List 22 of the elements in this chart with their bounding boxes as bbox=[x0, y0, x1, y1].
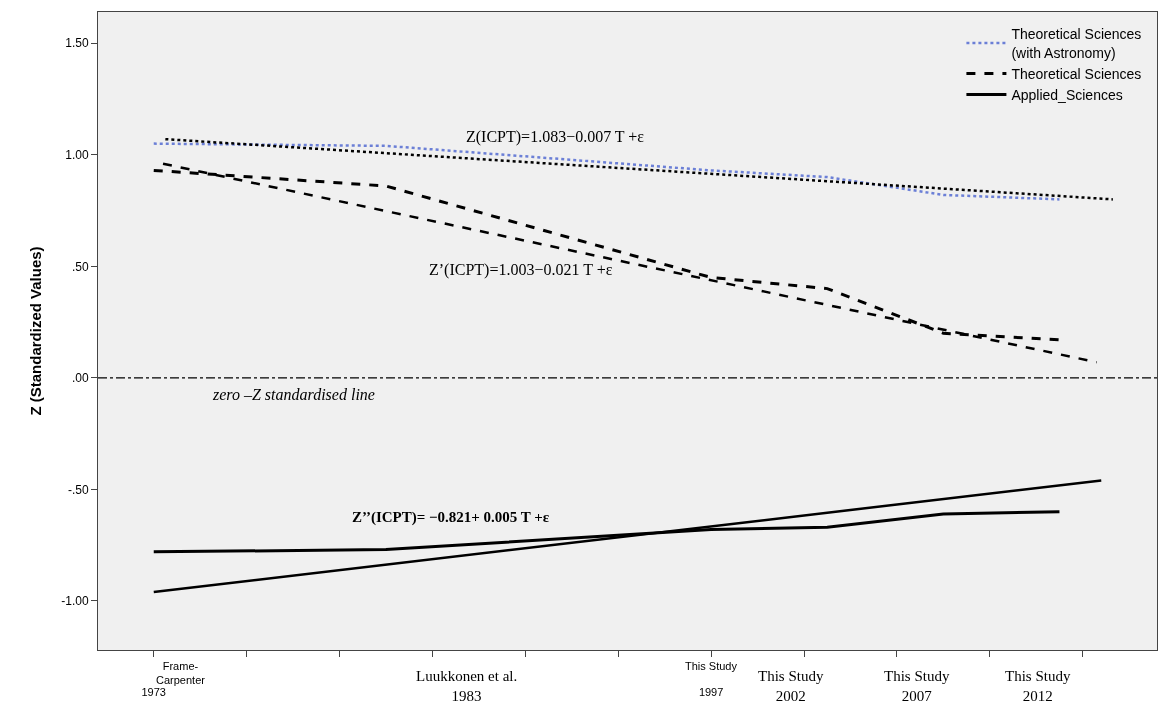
legend-label: Theoretical Sciences bbox=[1011, 65, 1142, 82]
annotation: Z(ICPT)=1.083−0.007 T +ε bbox=[466, 128, 645, 146]
y-tick-label: -1.00 bbox=[61, 594, 89, 609]
y-tick-label: 1.50 bbox=[65, 36, 89, 51]
y-tick-label: 1.00 bbox=[65, 147, 89, 162]
y-tick-label: -.50 bbox=[67, 482, 89, 497]
annotation: Z’(ICPT)=1.003−0.021 T +ε bbox=[429, 261, 613, 279]
x-tick-label: 1973 bbox=[141, 686, 166, 699]
x-tick-label: 1997 bbox=[698, 686, 724, 699]
text: This Study 2002 bbox=[758, 668, 824, 704]
text: Luukkonen et al. 1983 bbox=[416, 668, 518, 704]
text: Frame- Carpenter bbox=[156, 660, 206, 687]
legend-label: Theoretical Sciences (with Astronomy) bbox=[1011, 26, 1142, 61]
y-tick-label: .50 bbox=[71, 259, 89, 274]
y-axis-title: Z (Standardized Values) bbox=[27, 246, 45, 416]
annotation: zero –Z standardised line bbox=[212, 386, 375, 403]
annotation: Z’’(ICPT)= −0.821+ 0.005 T +ε bbox=[352, 509, 550, 526]
text: This Study 2007 bbox=[884, 668, 950, 704]
text: This Study 2012 bbox=[1005, 668, 1071, 704]
y-tick-label: .00 bbox=[71, 371, 89, 386]
text: This Study bbox=[685, 660, 738, 672]
legend-label: Applied_Sciences bbox=[1011, 87, 1123, 104]
